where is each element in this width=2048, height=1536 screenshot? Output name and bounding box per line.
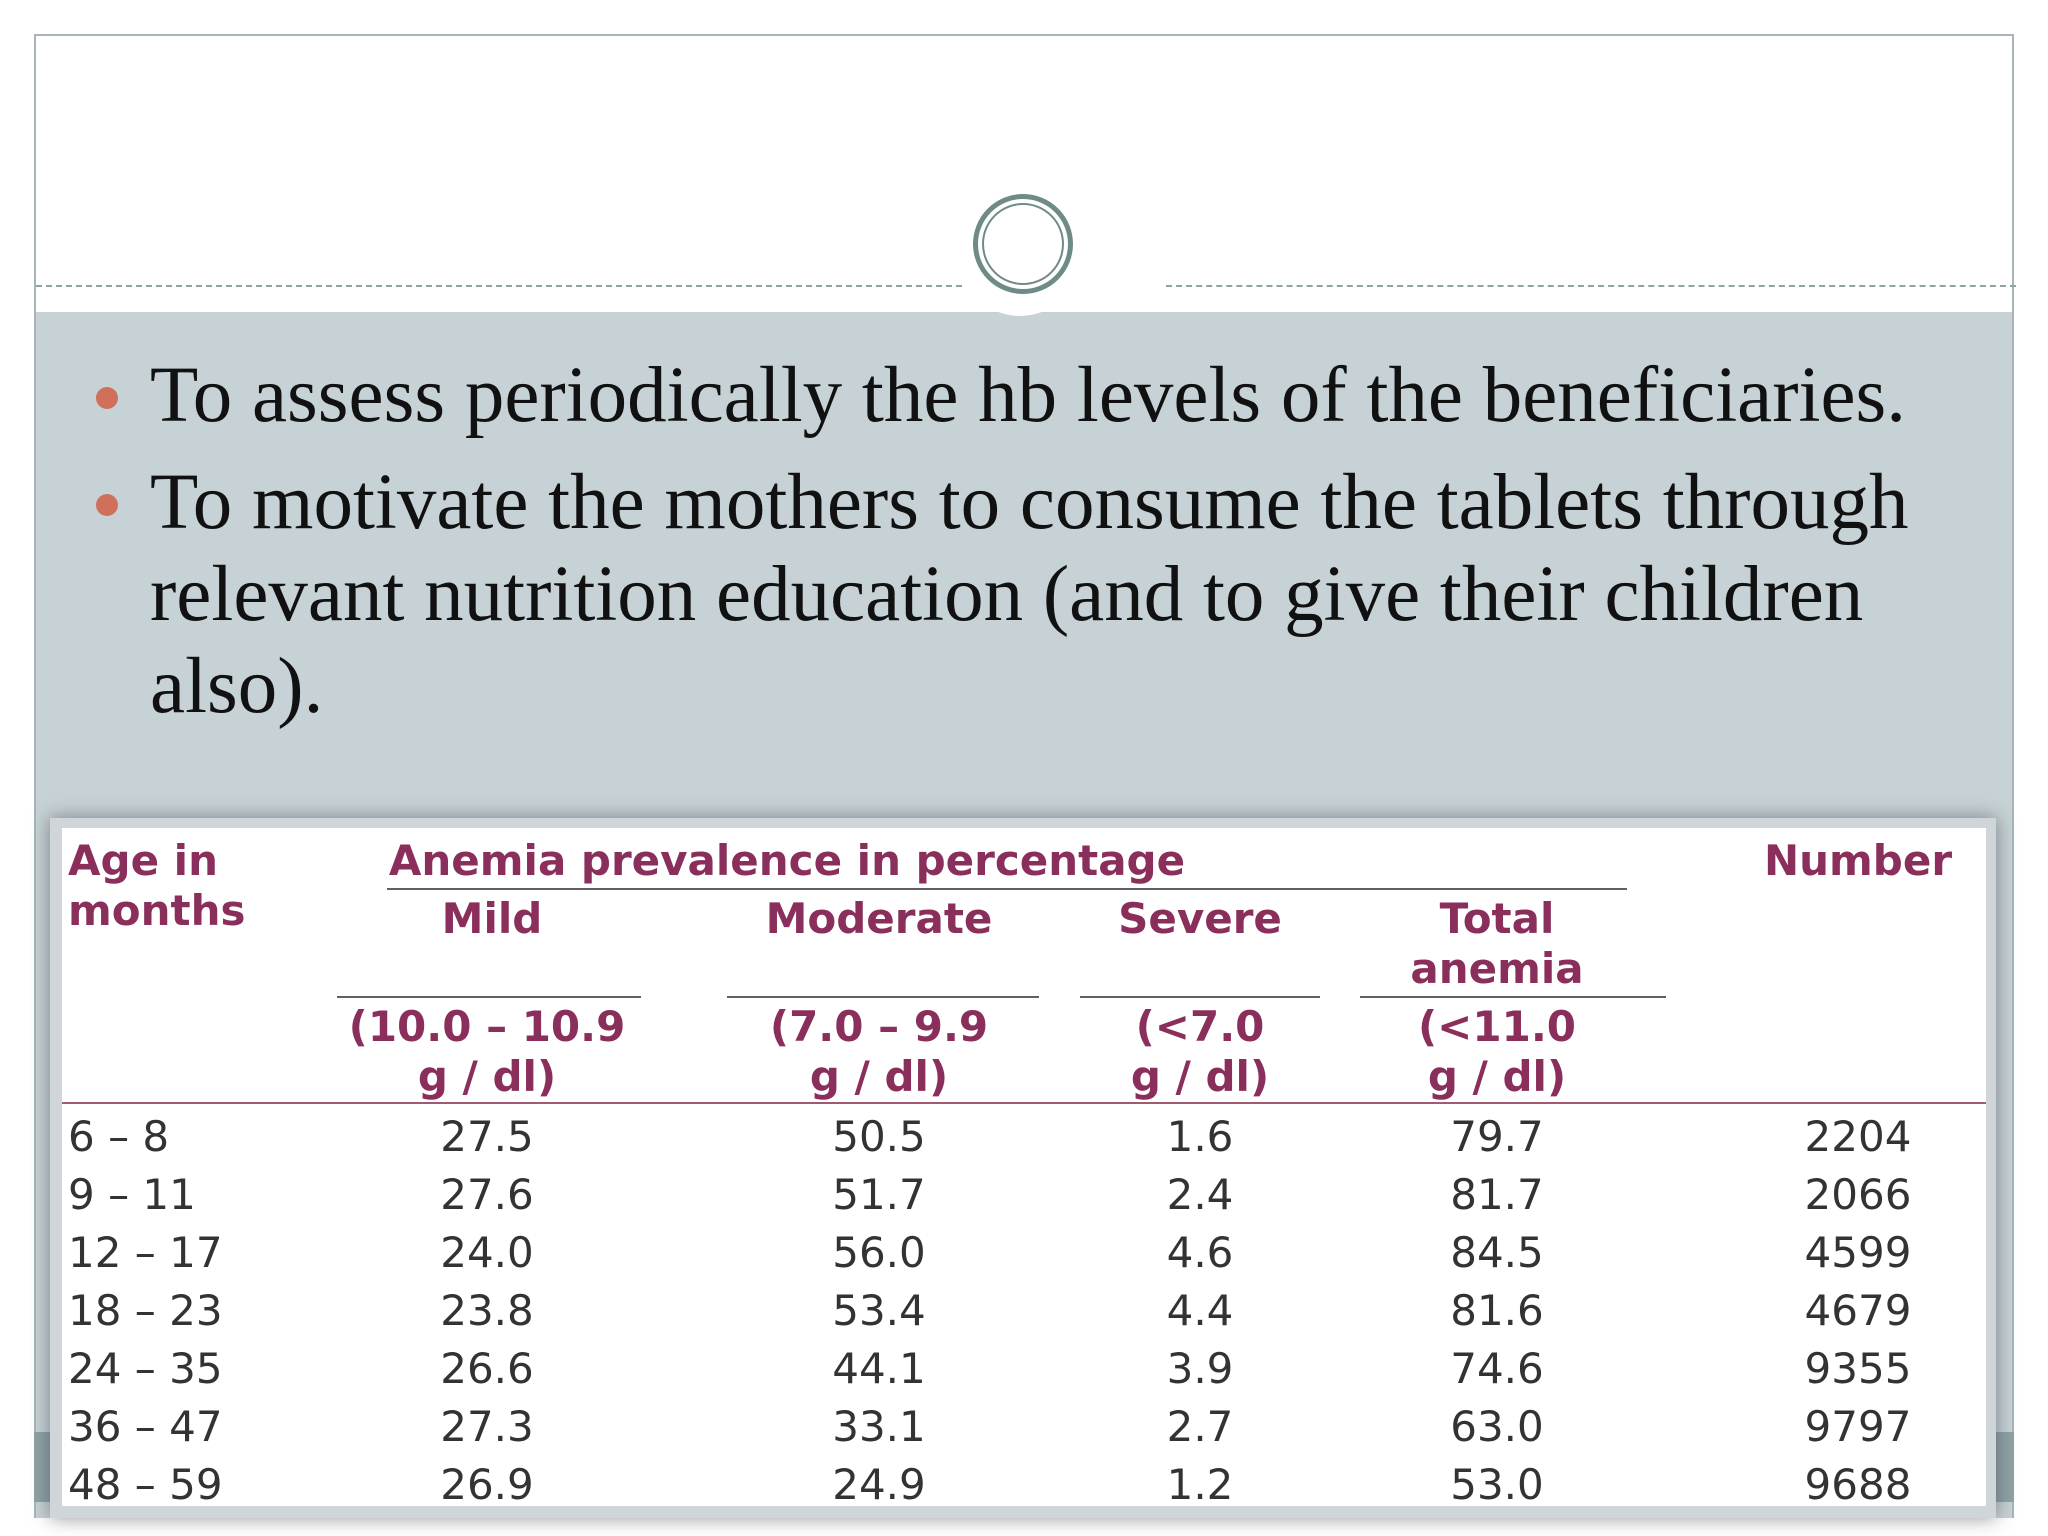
- bullet-list: To assess periodically the hb levels of …: [96, 350, 1916, 748]
- column-range-mild-unit: g / dl): [417, 1052, 557, 1101]
- row-moderate: 33.1: [832, 1402, 926, 1451]
- row-moderate: 51.7: [832, 1170, 926, 1219]
- row-severe: 2.4: [1166, 1170, 1234, 1219]
- divider-dashed-left: [36, 285, 962, 287]
- column-range-severe-unit: g / dl): [1130, 1052, 1270, 1101]
- row-number: 2204: [1804, 1112, 1912, 1161]
- row-severe: 4.6: [1166, 1228, 1234, 1277]
- column-name-moderate: Moderate: [765, 894, 993, 943]
- row-mild: 27.6: [440, 1170, 534, 1219]
- divider-dashed-right: [1166, 285, 2016, 287]
- bullet-dot-icon: [96, 494, 118, 516]
- column-range-total: (<11.0: [1417, 1002, 1576, 1051]
- column-name-mild: Mild: [441, 894, 543, 943]
- bullet-text: To assess periodically the hb levels of …: [150, 352, 1907, 439]
- column-range-severe: (<7.0: [1135, 1002, 1265, 1051]
- anemia-prevalence-table: Age in months Anemia prevalence in perce…: [62, 828, 1986, 1509]
- row-number: 4679: [1804, 1286, 1912, 1335]
- row-moderate: 24.9: [832, 1460, 926, 1509]
- row-moderate: 53.4: [832, 1286, 926, 1335]
- column-name-total: Total: [1439, 894, 1555, 943]
- bullet-dot-icon: [96, 387, 118, 409]
- row-severe: 3.9: [1166, 1344, 1234, 1393]
- column-range-moderate: (7.0 – 9.9: [769, 1002, 989, 1051]
- row-severe: 1.2: [1166, 1460, 1234, 1509]
- bullet-item: To assess periodically the hb levels of …: [96, 350, 1916, 442]
- bullet-item: To motivate the mothers to consume the t…: [96, 457, 1916, 733]
- column-rule-moderate: [727, 996, 1039, 998]
- row-age: 18 – 23: [68, 1286, 223, 1335]
- row-total: 81.6: [1450, 1286, 1544, 1335]
- number-header: Number: [1763, 836, 1953, 885]
- column-rule-severe: [1080, 996, 1320, 998]
- row-total: 79.7: [1450, 1112, 1544, 1161]
- row-age: 48 – 59: [68, 1460, 223, 1509]
- column-name-severe: Severe: [1118, 894, 1282, 943]
- row-number: 4599: [1804, 1228, 1912, 1277]
- bullet-text: To motivate the mothers to consume the t…: [150, 459, 1909, 730]
- group-header-rule: [387, 888, 1627, 890]
- row-mild: 26.9: [440, 1460, 534, 1509]
- row-total: 84.5: [1450, 1228, 1544, 1277]
- group-header: Anemia prevalence in percentage: [388, 836, 1186, 885]
- column-rule-total: [1360, 996, 1666, 998]
- header-bottom-rule: [62, 1102, 1986, 1104]
- column-name-total-line2: anemia: [1410, 944, 1584, 993]
- row-severe: 4.4: [1166, 1286, 1234, 1335]
- row-mild: 23.8: [440, 1286, 534, 1335]
- row-number: 9355: [1804, 1344, 1912, 1393]
- row-mild: 27.3: [440, 1402, 534, 1451]
- age-header-line2: months: [68, 886, 246, 935]
- row-total: 74.6: [1450, 1344, 1544, 1393]
- row-mild: 27.5: [440, 1112, 534, 1161]
- column-range-mild: (10.0 – 10.9: [348, 1002, 626, 1051]
- column-range-moderate-unit: g / dl): [809, 1052, 949, 1101]
- row-moderate: 56.0: [832, 1228, 926, 1277]
- row-total: 63.0: [1450, 1402, 1544, 1451]
- row-age: 9 – 11: [68, 1170, 196, 1219]
- circle-ornament-icon: [973, 194, 1073, 294]
- row-age: 12 – 17: [68, 1228, 223, 1277]
- row-number: 9797: [1804, 1402, 1912, 1451]
- age-header-line1: Age in: [68, 836, 218, 885]
- row-age: 24 – 35: [68, 1344, 223, 1393]
- row-mild: 26.6: [440, 1344, 534, 1393]
- row-moderate: 50.5: [832, 1112, 926, 1161]
- row-number: 9688: [1804, 1460, 1912, 1509]
- row-mild: 24.0: [440, 1228, 534, 1277]
- row-age: 6 – 8: [68, 1112, 170, 1161]
- column-range-total-unit: g / dl): [1427, 1052, 1567, 1101]
- row-total: 81.7: [1450, 1170, 1544, 1219]
- column-rule-mild: [337, 996, 641, 998]
- row-severe: 1.6: [1166, 1112, 1234, 1161]
- row-age: 36 – 47: [68, 1402, 223, 1451]
- row-severe: 2.7: [1166, 1402, 1234, 1451]
- row-number: 2066: [1804, 1170, 1912, 1219]
- row-total: 53.0: [1450, 1460, 1544, 1509]
- row-moderate: 44.1: [832, 1344, 926, 1393]
